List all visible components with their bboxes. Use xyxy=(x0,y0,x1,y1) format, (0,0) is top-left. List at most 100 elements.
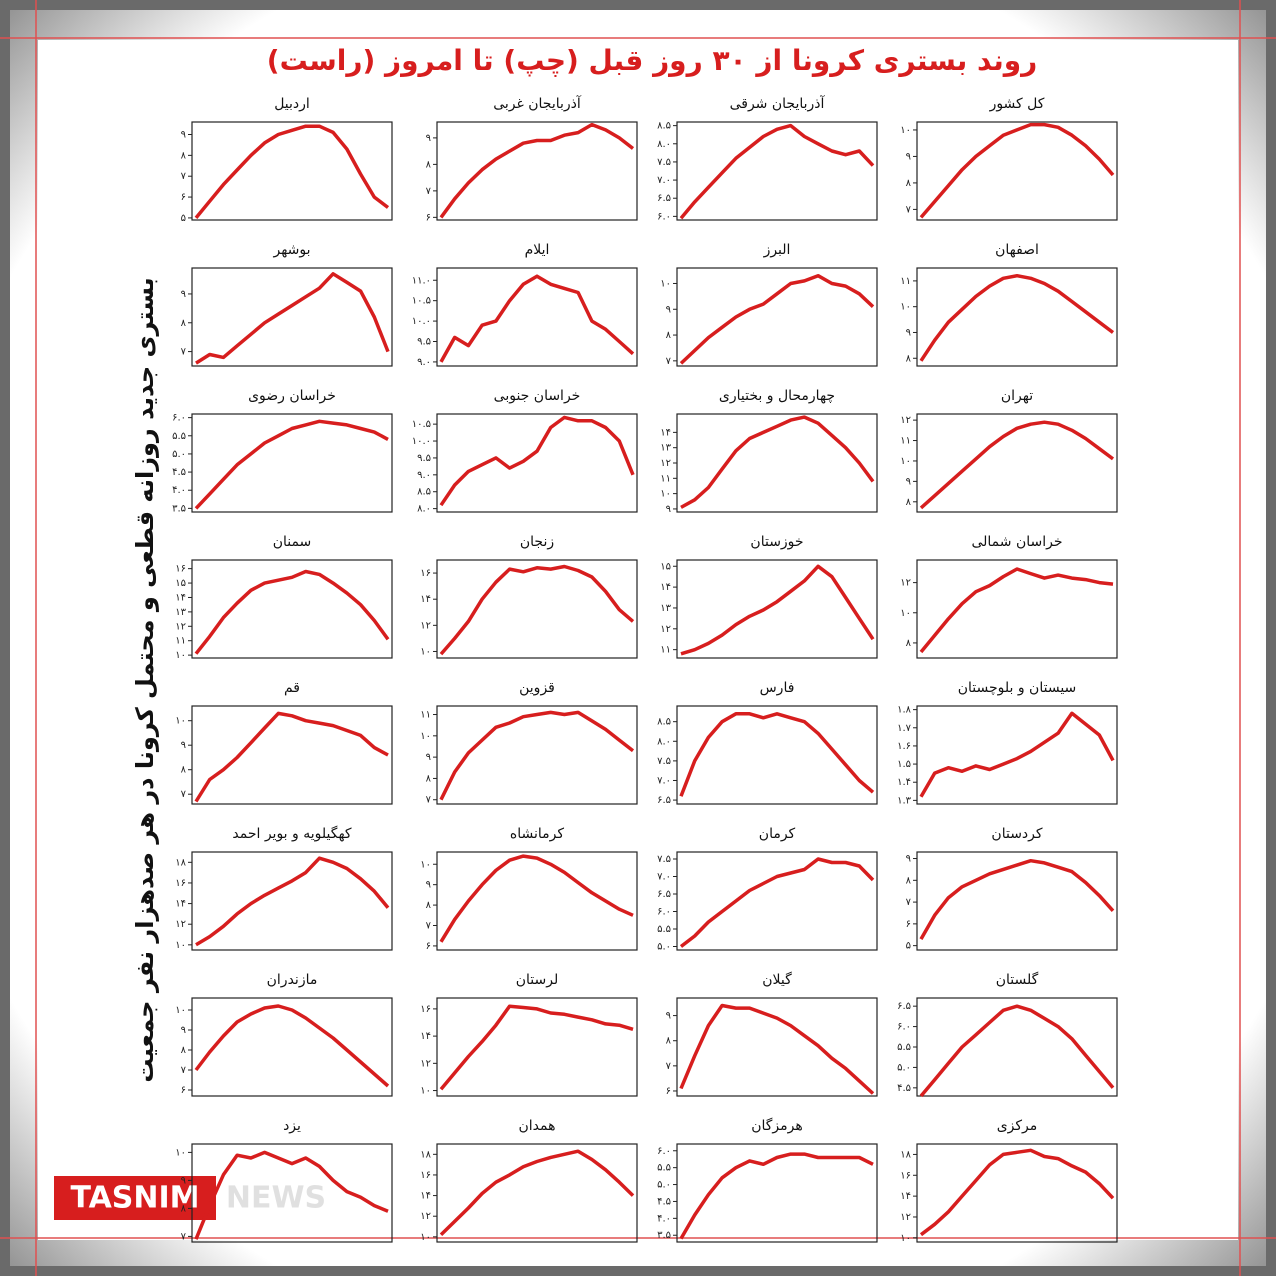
y-tick-label: ۹ xyxy=(906,327,911,338)
chart-title: سیستان و بلوچستان xyxy=(958,680,1077,696)
chart-title: سمنان xyxy=(273,534,312,550)
y-tick-label: ۱۸ xyxy=(900,1149,911,1160)
y-tick-label: ۹ xyxy=(181,740,186,751)
chart-title: قم xyxy=(284,680,300,696)
y-tick-label: ۵.۰ xyxy=(897,1062,911,1073)
y-tick-label: ۸ xyxy=(181,150,187,161)
y-tick-label: ۱۱ xyxy=(420,710,431,721)
data-line xyxy=(919,711,1115,798)
data-line xyxy=(439,122,635,219)
y-tick-label: ۱۰ xyxy=(660,278,671,289)
y-tick-label: ۱۱ xyxy=(900,276,911,287)
y-tick-label: ۱۱ xyxy=(900,436,911,447)
y-tick-label: ۱۰ xyxy=(900,1233,911,1244)
y-tick-label: ۳.۵ xyxy=(172,503,186,514)
plot-frame xyxy=(436,851,638,951)
plot-frame xyxy=(191,1143,393,1243)
watermark: TASNIM xyxy=(70,1181,199,1216)
y-tick-label: ۱۶ xyxy=(420,1170,431,1181)
y-tick-label: ۱.۴ xyxy=(897,777,911,788)
y-tick-label: ۶ xyxy=(181,192,186,203)
y-tick-label: ۱۸ xyxy=(420,1149,431,1160)
y-tick-label: ۹ xyxy=(666,304,671,315)
y-tick-label: ۱.۸ xyxy=(897,705,912,716)
y-tick-label: ۱۴ xyxy=(175,592,186,603)
y-tick-label: ۷ xyxy=(666,1061,672,1072)
plot-frame xyxy=(191,413,393,513)
y-tick-label: ۷.۰ xyxy=(657,872,671,883)
y-tick-label: ۵.۰ xyxy=(657,1180,671,1191)
y-tick-label: ۵ xyxy=(906,941,911,952)
y-tick-label: ۸.۵ xyxy=(657,121,671,132)
y-tick-label: ۷ xyxy=(426,186,432,197)
y-tick-label: ۷.۰ xyxy=(657,175,671,186)
plot-frame xyxy=(436,267,638,367)
plot-frame xyxy=(916,1143,1118,1243)
y-tick-label: ۱۰ xyxy=(420,1086,431,1097)
y-tick-label: ۱۰.۰ xyxy=(412,436,431,447)
y-tick-label: ۸ xyxy=(181,318,187,329)
plot-frame xyxy=(916,705,1118,805)
chart-title: مرکزی xyxy=(997,1118,1038,1134)
y-tick-label: ۹ xyxy=(426,752,431,763)
chart-title: چهارمحال و بختیاری xyxy=(719,388,835,404)
y-tick-label: ۸.۰ xyxy=(417,504,431,515)
chart-title: بوشهر xyxy=(272,242,310,258)
plot-frame xyxy=(676,851,878,951)
y-tick-label: ۵.۵ xyxy=(897,1042,911,1053)
y-tick-label: ۱۲ xyxy=(175,621,186,632)
y-tick-label: ۱.۶ xyxy=(897,741,911,752)
y-tick-label: ۵.۵ xyxy=(657,1163,671,1174)
y-tick-label: ۳.۵ xyxy=(657,1230,671,1241)
y-tick-label: ۶ xyxy=(181,1085,186,1096)
data-line xyxy=(919,122,1115,219)
chart-title: گیلان xyxy=(762,971,792,988)
data-line xyxy=(919,420,1115,510)
plot-frame xyxy=(436,1143,638,1243)
data-line xyxy=(680,564,875,656)
chart-title: یزد xyxy=(283,1118,301,1134)
data-line xyxy=(679,712,875,797)
y-tick-label: ۹ xyxy=(666,504,671,515)
y-tick-label: ۱۰ xyxy=(900,125,911,136)
chart-title: قزوین xyxy=(519,680,555,696)
y-tick-label: ۶ xyxy=(426,212,431,223)
chart-title: لرستان xyxy=(516,972,559,988)
y-tick-label: ۹ xyxy=(181,289,186,300)
plot-frame xyxy=(676,997,878,1097)
y-tick-label: ۷ xyxy=(906,897,912,908)
y-tick-label: ۱۰ xyxy=(900,456,911,467)
y-tick-label: ۱۰ xyxy=(420,731,431,742)
data-line xyxy=(679,857,875,948)
y-tick-label: ۱۶ xyxy=(175,878,186,889)
y-tick-label: ۸ xyxy=(666,330,672,341)
plot-frame xyxy=(191,851,393,951)
watermark-box xyxy=(54,1176,216,1220)
plot-frame xyxy=(191,121,393,221)
y-tick-label: ۴.۵ xyxy=(172,467,186,478)
data-line xyxy=(194,711,389,803)
y-tick-label: ۷.۵ xyxy=(657,854,671,865)
y-tick-label: ۱۲ xyxy=(660,624,671,635)
chart-title: خراسان شمالی xyxy=(971,534,1062,550)
plot-frame xyxy=(676,559,878,659)
y-tick-label: ۵.۰ xyxy=(657,942,671,953)
chart-title: کرمانشاه xyxy=(510,826,564,842)
plot-frame xyxy=(676,121,878,221)
chart-title: خوزستان xyxy=(750,534,803,550)
y-tick-label: ۹.۵ xyxy=(417,453,431,464)
y-tick-label: ۵.۵ xyxy=(172,431,186,442)
y-tick-label: ۷ xyxy=(426,921,432,932)
y-tick-label: ۵.۵ xyxy=(657,924,671,935)
chart-title: هرمزگان xyxy=(751,1117,803,1134)
y-tick-label: ۶.۰ xyxy=(172,413,186,424)
y-tick-label: ۱۶ xyxy=(420,568,431,579)
y-tick-label: ۱۰.۵ xyxy=(412,419,431,430)
y-tick-label: ۷ xyxy=(666,356,672,367)
y-tick-label: ۶.۰ xyxy=(657,907,671,918)
y-tick-label: ۷ xyxy=(181,171,187,182)
data-line xyxy=(194,1004,390,1088)
y-tick-label: ۶.۵ xyxy=(657,795,671,806)
